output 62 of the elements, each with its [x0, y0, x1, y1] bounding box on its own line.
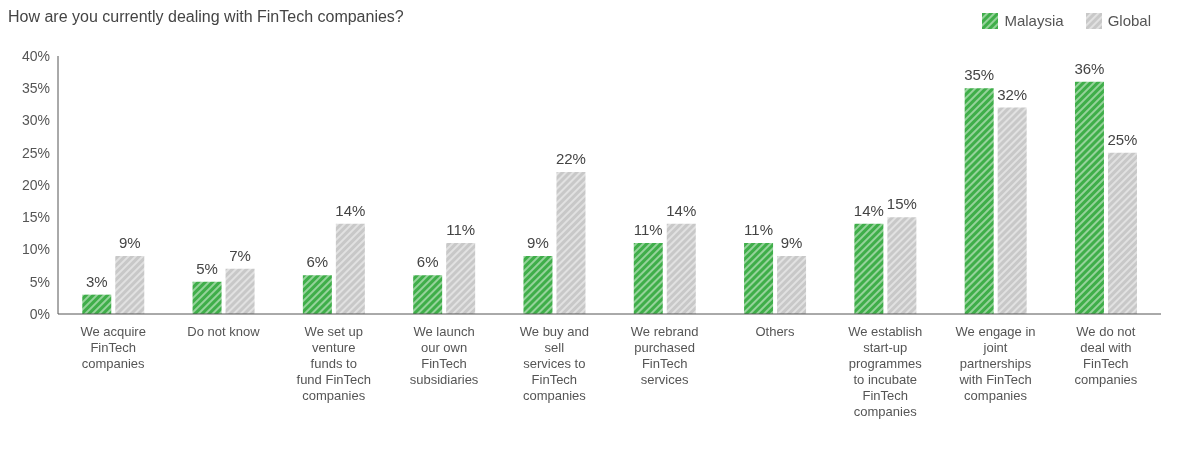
x-tick-label: We launch our own FinTech subsidiaries — [409, 324, 479, 387]
data-label: 9% — [780, 233, 803, 251]
bar — [302, 275, 332, 314]
x-tick-label: We buy and sell services to FinTech companies — [519, 324, 589, 403]
bar — [1074, 81, 1104, 314]
bar — [854, 223, 884, 314]
bar — [446, 243, 476, 314]
bar — [335, 223, 365, 314]
data-label: 14% — [666, 201, 697, 219]
data-label: 36% — [1074, 59, 1105, 77]
bar — [1107, 152, 1137, 314]
x-tick-label: We engage in joint partnerships with FinTech companies — [955, 324, 1036, 403]
bar — [744, 243, 774, 314]
data-label: 22% — [555, 150, 586, 168]
bar — [666, 223, 696, 314]
data-label: 11% — [633, 221, 663, 239]
bar — [997, 107, 1027, 314]
y-tick-label: 0% — [29, 305, 50, 322]
data-label: 7% — [229, 246, 251, 264]
data-label: 6% — [306, 253, 329, 271]
x-tick-label: We establish start-up programmes to incubate FinTech companies — [848, 324, 923, 419]
y-tick-label: 5% — [29, 273, 50, 290]
y-tick-label: 25% — [21, 144, 50, 161]
legend-label: Global — [1107, 12, 1151, 29]
bar — [413, 275, 443, 314]
data-label: 14% — [853, 201, 884, 219]
data-label: 9% — [118, 233, 141, 251]
data-label: 6% — [416, 253, 439, 271]
y-tick-label: 40% — [21, 47, 50, 64]
x-tick-label: We acquire FinTech companies — [80, 324, 146, 371]
data-label: 11% — [446, 221, 476, 239]
data-label: 14% — [335, 201, 366, 219]
x-tick-label: We set up venture funds to fund FinTech companies — [296, 324, 371, 403]
y-tick-label: 35% — [21, 80, 50, 97]
y-tick-label: 10% — [21, 241, 50, 258]
x-tick-label: We do not deal with FinTech companies — [1074, 324, 1138, 387]
data-label: 11% — [744, 221, 774, 239]
x-tick-label: Others — [755, 324, 795, 339]
data-label: 25% — [1107, 130, 1138, 148]
bar — [633, 243, 663, 314]
data-label: 3% — [85, 272, 108, 290]
bar — [887, 217, 917, 314]
data-label: 32% — [997, 85, 1028, 103]
bar — [556, 172, 586, 314]
data-label: 5% — [196, 259, 218, 277]
bar — [225, 268, 255, 314]
legend-label: Malaysia — [1004, 12, 1064, 29]
x-tick-label: We rebrand purchased FinTech services — [630, 324, 699, 387]
y-tick-label: 20% — [21, 176, 50, 193]
y-tick-label: 30% — [21, 112, 50, 129]
bar — [964, 88, 994, 314]
bar — [115, 255, 145, 314]
bar — [777, 255, 807, 314]
bar — [523, 255, 553, 314]
bar — [192, 281, 222, 314]
data-label: 35% — [964, 66, 995, 84]
x-tick-label: Do not know — [187, 324, 261, 339]
y-tick-label: 15% — [21, 209, 50, 226]
data-label: 9% — [527, 233, 549, 251]
chart-title: How are you currently dealing with FinTech companies? — [8, 8, 404, 26]
data-label: 15% — [886, 195, 917, 213]
bar — [82, 294, 112, 314]
